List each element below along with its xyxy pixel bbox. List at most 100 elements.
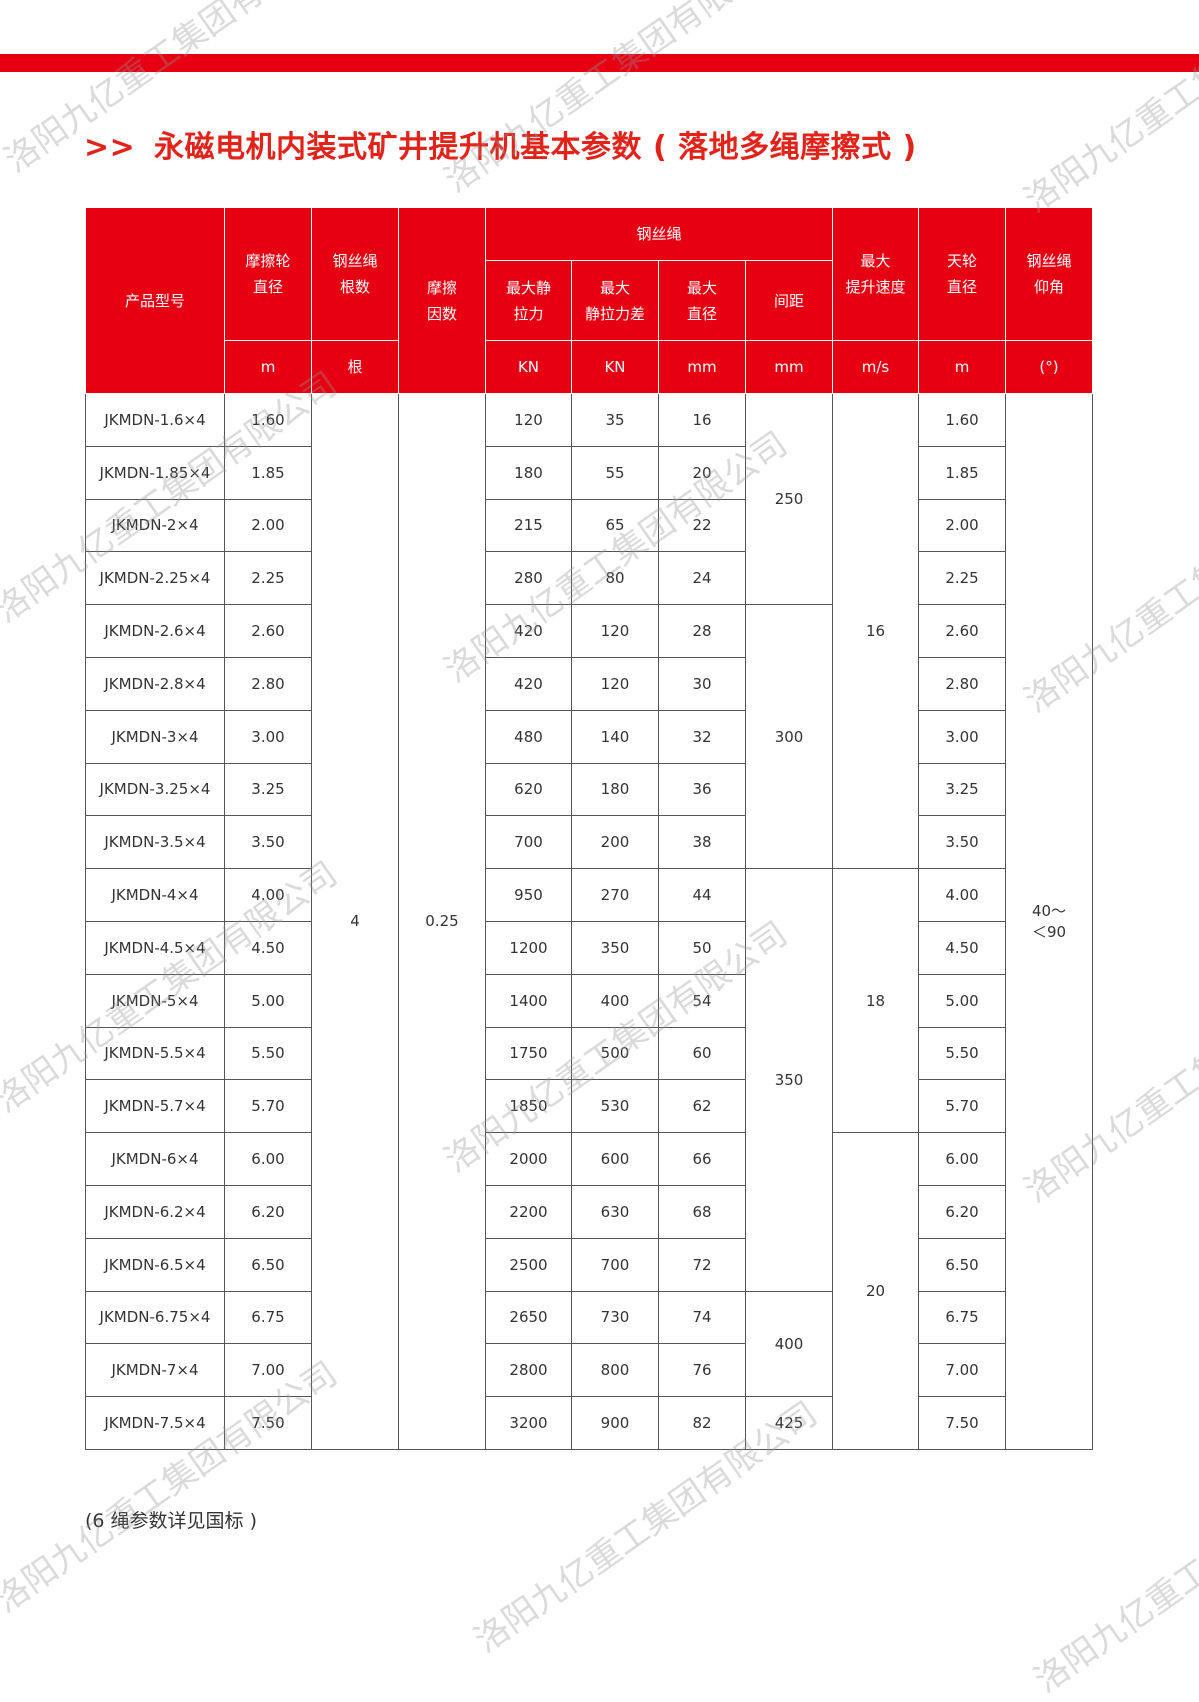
cell-sheave-dia: 3.50	[918, 815, 1007, 870]
header-model: 产品型号	[85, 207, 225, 394]
cell-wheel-dia: 7.50	[224, 1396, 312, 1450]
cell-rope-dia: 38	[658, 815, 746, 870]
cell-max-diff: 600	[571, 1132, 659, 1186]
cell-rope-dia: 20	[658, 445, 746, 500]
table-row: JKMDN-5.7×4 5.70 1850 530 62 5.70	[85, 1079, 1093, 1134]
table-row: JKMDN-5.5×4 5.50 1750 500 60 5.50	[85, 1026, 1093, 1081]
cell-max-diff: 700	[571, 1237, 659, 1292]
cell-rope-count: 4	[311, 393, 399, 1450]
table-row: JKMDN-7.5×4 7.50 3200 900 82 425 7.50	[85, 1396, 1093, 1450]
cell-model: JKMDN-6×4	[85, 1132, 225, 1186]
unit-wheel-dia: m	[224, 340, 312, 394]
cell-max-diff: 80	[571, 551, 659, 606]
cell-sheave-dia: 5.50	[918, 1026, 1007, 1081]
cell-model: JKMDN-1.85×4	[85, 445, 225, 500]
cell-wheel-dia: 3.25	[224, 762, 312, 817]
cell-wheel-dia: 3.00	[224, 709, 312, 764]
unit-rope-count: 根	[311, 340, 399, 394]
cell-rope-dia: 66	[658, 1132, 746, 1186]
footnote: (6 绳参数详见国标 )	[85, 1510, 257, 1532]
cell-max-diff: 120	[571, 656, 659, 711]
cell-rope-dia: 32	[658, 709, 746, 764]
table-row: JKMDN-6.2×4 6.20 2200 630 68 6.20	[85, 1184, 1093, 1239]
cell-wheel-dia: 6.20	[224, 1184, 312, 1239]
cell-max-tension: 620	[485, 762, 572, 817]
cell-rope-dia: 82	[658, 1396, 746, 1450]
cell-max-tension: 1750	[485, 1026, 572, 1081]
table-row: JKMDN-1.6×4 1.60 4 0.25 120 35 16 250 16 1.60 40～ …	[85, 392, 1094, 1450]
top-red-bar	[0, 54, 1199, 72]
cell-sheave-dia: 3.25	[918, 762, 1007, 817]
cell-sheave-dia: 6.75	[918, 1290, 1007, 1345]
header-max-tension: 最大静 拉力	[485, 260, 572, 341]
cell-spacing: 400	[744, 1290, 834, 1398]
cell-rope-dia: 60	[658, 1026, 746, 1081]
cell-rope-dia: 24	[658, 551, 746, 606]
cell-rope-dia: 72	[658, 1237, 746, 1292]
cell-model: JKMDN-6.75×4	[85, 1290, 225, 1345]
parameter-table: 产品型号 摩擦轮 直径 钢丝绳 根数 摩擦 因数 钢丝绳 最大 提升速度 天轮 …	[85, 207, 1094, 1450]
table-body: JKMDN-1.6×4 1.60 4 0.25 120 35 16 250 16 1.60 40～ …	[85, 392, 1094, 1450]
cell-wheel-dia: 5.00	[224, 973, 312, 1028]
cell-max-tension: 420	[485, 604, 572, 658]
cell-max-tension: 280	[485, 551, 572, 606]
cell-max-tension: 1400	[485, 973, 572, 1028]
cell-max-diff: 35	[571, 393, 659, 447]
cell-max-tension: 950	[485, 868, 572, 922]
cell-model: JKMDN-5.5×4	[85, 1026, 225, 1081]
cell-speed: 16	[832, 392, 920, 870]
table-row: JKMDN-4×4 4.00 950 270 44 350 18 4.00	[85, 868, 1093, 1292]
cell-sheave-dia: 5.00	[918, 973, 1007, 1028]
cell-max-tension: 2800	[485, 1343, 572, 1398]
cell-rope-dia: 30	[658, 656, 746, 711]
header-speed: 最大 提升速度	[832, 207, 920, 341]
cell-wheel-dia: 2.80	[224, 656, 312, 711]
table-row: JKMDN-1.85×4 1.85 180 55 20 1.85	[85, 445, 1093, 500]
table-row: JKMDN-7×4 7.00 2800 800 76 7.00	[85, 1343, 1093, 1398]
cell-wheel-dia: 4.50	[224, 920, 312, 975]
cell-sheave-dia: 7.50	[918, 1396, 1007, 1450]
cell-sheave-dia: 4.50	[918, 920, 1007, 975]
cell-sheave-dia: 6.50	[918, 1237, 1007, 1292]
cell-rope-dia: 62	[658, 1079, 746, 1134]
table-row: JKMDN-6×4 6.00 2000 600 66 20 6.00	[85, 1132, 1093, 1450]
table-row: JKMDN-2.8×4 2.80 420 120 30 2.80	[85, 656, 1093, 711]
table-row: JKMDN-3.5×4 3.50 700 200 38 3.50	[85, 815, 1093, 870]
cell-model: JKMDN-3×4	[85, 709, 225, 764]
cell-model: JKMDN-7×4	[85, 1343, 225, 1398]
cell-max-diff: 630	[571, 1184, 659, 1239]
cell-sheave-dia: 2.60	[918, 604, 1007, 658]
cell-max-diff: 65	[571, 498, 659, 553]
unit-max-tension: KN	[485, 340, 572, 394]
cell-max-tension: 3200	[485, 1396, 572, 1450]
cell-spacing: 350	[744, 868, 834, 1292]
cell-max-tension: 420	[485, 656, 572, 711]
table-row: JKMDN-6.75×4 6.75 2650 730 74 400 6.75	[85, 1290, 1093, 1398]
header-wheel-dia: 摩擦轮 直径	[224, 207, 312, 341]
cell-model: JKMDN-1.6×4	[85, 393, 225, 447]
cell-rope-dia: 74	[658, 1290, 746, 1345]
cell-max-tension: 2500	[485, 1237, 572, 1292]
cell-sheave-dia: 4.00	[918, 868, 1007, 922]
cell-rope-dia: 54	[658, 973, 746, 1028]
cell-max-diff: 120	[571, 604, 659, 658]
cell-model: JKMDN-3.5×4	[85, 815, 225, 870]
unit-max-diff: KN	[571, 340, 659, 394]
cell-wheel-dia: 2.00	[224, 498, 312, 553]
cell-sheave-dia: 3.00	[918, 709, 1007, 764]
cell-model: JKMDN-7.5×4	[85, 1396, 225, 1450]
cell-wheel-dia: 6.75	[224, 1290, 312, 1345]
header-rope-dia: 最大 直径	[658, 260, 746, 341]
cell-max-tension: 180	[485, 445, 572, 500]
cell-speed: 18	[832, 868, 920, 1134]
header-friction: 摩擦 因数	[398, 207, 486, 394]
cell-sheave-dia: 6.20	[918, 1184, 1007, 1239]
cell-max-diff: 530	[571, 1079, 659, 1134]
cell-max-tension: 2200	[485, 1184, 572, 1239]
cell-max-tension: 120	[485, 393, 572, 447]
cell-wheel-dia: 5.70	[224, 1079, 312, 1134]
page-title: >> 永磁电机内装式矿井提升机基本参数 ( 落地多绳摩擦式 )	[84, 122, 917, 166]
cell-max-diff: 500	[571, 1026, 659, 1081]
cell-sheave-dia: 5.70	[918, 1079, 1007, 1134]
cell-max-tension: 1200	[485, 920, 572, 975]
